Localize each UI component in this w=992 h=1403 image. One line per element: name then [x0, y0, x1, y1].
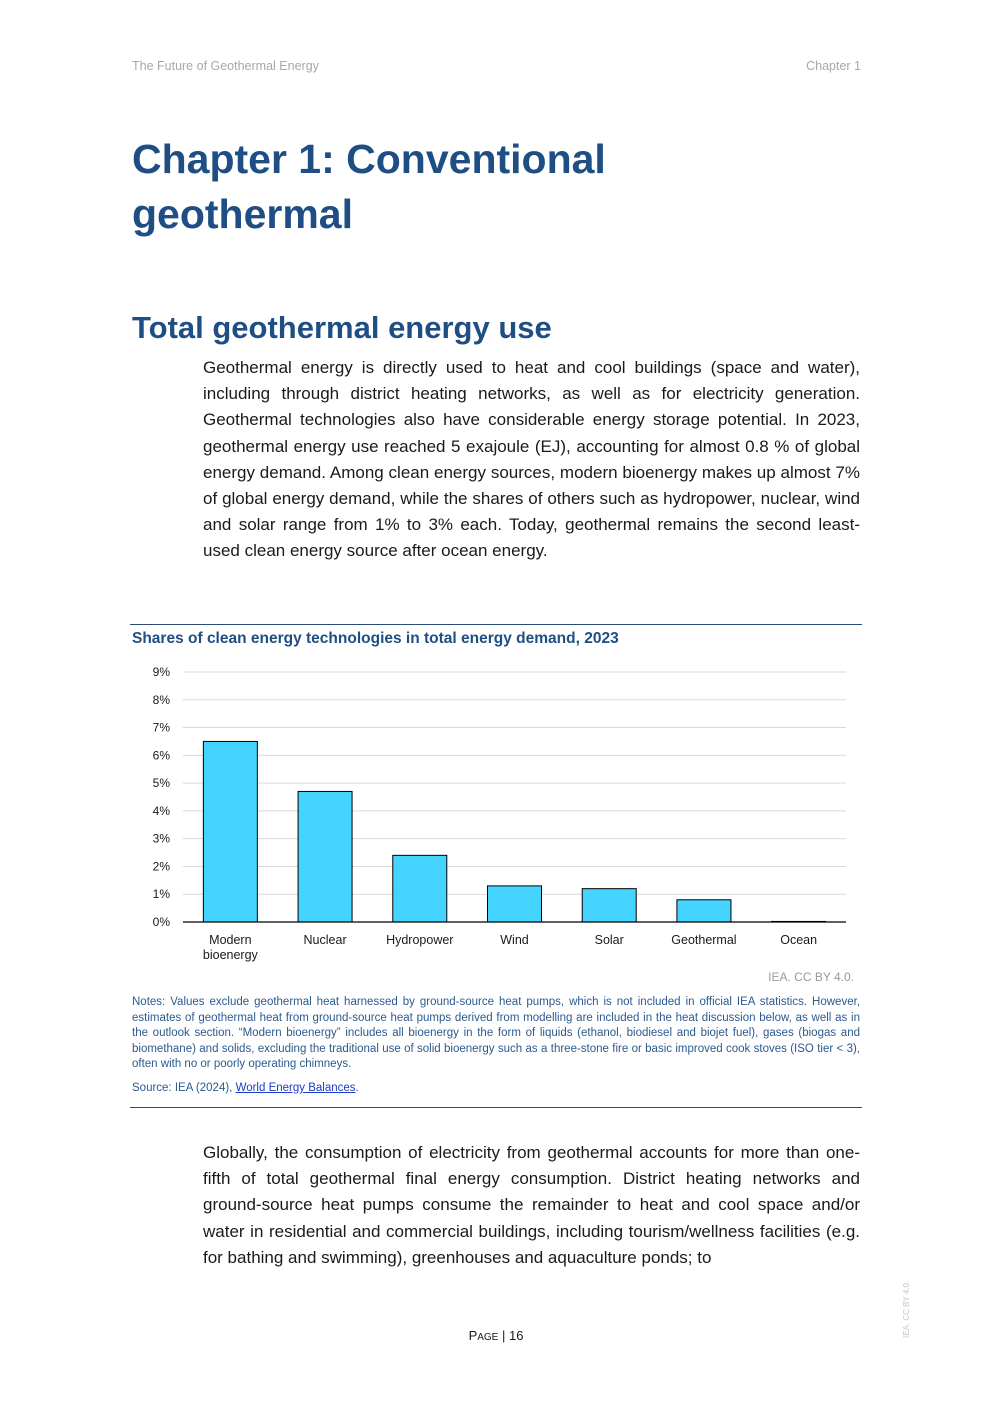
- header-chapter-label: Chapter 1: [806, 59, 861, 73]
- body-paragraph-2: Globally, the consumption of electricity…: [203, 1143, 860, 1267]
- y-tick-label: 0%: [153, 915, 171, 929]
- body-paragraph-1: Geothermal energy is directly used to he…: [203, 358, 860, 561]
- x-tick-label: Geothermal: [671, 933, 736, 947]
- y-tick-label: 6%: [153, 748, 171, 762]
- page-number: 16: [508, 1328, 524, 1343]
- page-word: PAGE: [469, 1328, 499, 1343]
- y-tick-label: 8%: [153, 693, 171, 707]
- chart-credit: IEA. CC BY 4.0.: [768, 970, 854, 984]
- bar-wind: [487, 885, 542, 923]
- x-tick-label: Hydropower: [386, 933, 453, 947]
- chart-title: Shares of clean energy technologies in t…: [132, 630, 619, 647]
- chart-bottom-rule: [130, 1107, 862, 1108]
- x-tick-label: Modern: [209, 933, 251, 947]
- source-prefix: Source: IEA (2024),: [132, 1082, 236, 1094]
- chart-top-rule: [130, 624, 862, 625]
- page-word-rest: AGE: [477, 1332, 499, 1343]
- running-header: The Future of Geothermal Energy Chapter …: [132, 59, 861, 73]
- section-title: Total geothermal energy use: [132, 310, 552, 345]
- x-tick-label: Ocean: [780, 933, 817, 947]
- y-tick-label: 9%: [153, 665, 171, 679]
- chapter-title-line-2: geothermal: [132, 191, 353, 237]
- y-tick-label: 7%: [153, 721, 171, 735]
- page-separator: |: [498, 1328, 509, 1343]
- page-footer: PAGE | 16: [0, 1328, 992, 1343]
- source-link[interactable]: World Energy Balances: [235, 1082, 356, 1094]
- y-tick-label: 2%: [153, 859, 171, 873]
- x-tick-label: Nuclear: [304, 933, 347, 947]
- bar-modern-bioenergy: [202, 740, 258, 923]
- page-word-initial: P: [468, 1328, 478, 1343]
- chapter-title: Chapter 1: Conventional geothermal: [132, 132, 832, 242]
- x-tick-label: bioenergy: [203, 948, 259, 962]
- source-suffix: .: [355, 1082, 359, 1094]
- bar-geothermal: [676, 899, 732, 923]
- y-tick-label: 3%: [153, 832, 171, 846]
- x-tick-label: Solar: [595, 933, 624, 947]
- bar-hydropower: [392, 854, 448, 923]
- header-document-title: The Future of Geothermal Energy: [132, 59, 319, 73]
- chart-notes: Notes: Values exclude geothermal heat ha…: [132, 996, 860, 1070]
- y-tick-label: 1%: [153, 887, 171, 901]
- side-credit: IEA. CC BY 4.0.: [902, 1280, 911, 1338]
- x-tick-label: Wind: [500, 933, 529, 947]
- chapter-title-line-1: Chapter 1: Conventional: [132, 136, 606, 182]
- y-tick-label: 5%: [153, 776, 171, 790]
- chart-source: Source: IEA (2024), World Energy Balance…: [132, 1082, 359, 1094]
- y-tick-label: 4%: [153, 804, 171, 818]
- bar-nuclear: [297, 790, 353, 923]
- bar-solar: [581, 888, 637, 923]
